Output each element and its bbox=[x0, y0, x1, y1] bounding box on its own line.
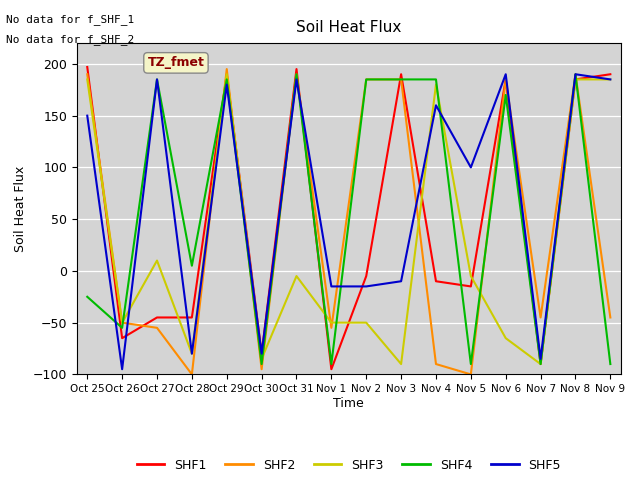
SHF5 bbox=[153, 76, 161, 82]
SHF3 bbox=[607, 76, 614, 82]
SHF5 bbox=[537, 356, 545, 362]
SHF1 bbox=[397, 72, 405, 77]
Line: SHF5: SHF5 bbox=[87, 74, 611, 369]
SHF4 bbox=[258, 361, 266, 367]
SHF2 bbox=[432, 361, 440, 367]
SHF2 bbox=[328, 325, 335, 331]
SHF1 bbox=[502, 76, 509, 82]
Line: SHF1: SHF1 bbox=[87, 67, 611, 369]
Y-axis label: Soil Heat Flux: Soil Heat Flux bbox=[14, 166, 27, 252]
SHF5 bbox=[292, 76, 300, 82]
SHF5 bbox=[83, 113, 91, 119]
SHF1 bbox=[153, 314, 161, 320]
SHF5 bbox=[432, 102, 440, 108]
Line: SHF4: SHF4 bbox=[87, 74, 611, 364]
SHF4 bbox=[328, 361, 335, 367]
SHF5 bbox=[328, 284, 335, 289]
SHF4 bbox=[607, 361, 614, 367]
SHF5 bbox=[467, 165, 475, 170]
SHF2 bbox=[223, 66, 230, 72]
SHF2 bbox=[153, 325, 161, 331]
Legend: SHF1, SHF2, SHF3, SHF4, SHF5: SHF1, SHF2, SHF3, SHF4, SHF5 bbox=[132, 454, 566, 477]
SHF4 bbox=[467, 361, 475, 367]
SHF5 bbox=[502, 72, 509, 77]
SHF4 bbox=[397, 76, 405, 82]
SHF1 bbox=[223, 72, 230, 77]
SHF2 bbox=[502, 76, 509, 82]
SHF4 bbox=[223, 76, 230, 82]
Text: No data for f_SHF_1: No data for f_SHF_1 bbox=[6, 14, 134, 25]
SHF1 bbox=[362, 273, 370, 279]
Line: SHF3: SHF3 bbox=[87, 74, 611, 364]
SHF2 bbox=[607, 314, 614, 320]
SHF3 bbox=[432, 82, 440, 87]
SHF1 bbox=[572, 76, 579, 82]
SHF4 bbox=[292, 72, 300, 77]
SHF1 bbox=[292, 66, 300, 72]
SHF1 bbox=[188, 314, 196, 320]
X-axis label: Time: Time bbox=[333, 397, 364, 410]
SHF3 bbox=[362, 320, 370, 325]
Line: SHF2: SHF2 bbox=[87, 69, 611, 374]
SHF4 bbox=[188, 263, 196, 269]
SHF3 bbox=[258, 356, 266, 362]
SHF3 bbox=[502, 336, 509, 341]
SHF1 bbox=[258, 351, 266, 357]
SHF4 bbox=[502, 92, 509, 98]
SHF3 bbox=[153, 258, 161, 264]
SHF1 bbox=[328, 366, 335, 372]
SHF5 bbox=[118, 366, 126, 372]
SHF5 bbox=[258, 351, 266, 357]
Text: TZ_fmet: TZ_fmet bbox=[147, 56, 204, 70]
SHF2 bbox=[188, 372, 196, 377]
SHF4 bbox=[153, 76, 161, 82]
SHF1 bbox=[467, 284, 475, 289]
SHF5 bbox=[223, 82, 230, 87]
SHF4 bbox=[572, 72, 579, 77]
SHF1 bbox=[537, 361, 545, 367]
SHF2 bbox=[83, 72, 91, 77]
SHF5 bbox=[397, 278, 405, 284]
SHF1 bbox=[83, 64, 91, 70]
SHF3 bbox=[188, 351, 196, 357]
SHF2 bbox=[292, 72, 300, 77]
SHF3 bbox=[328, 320, 335, 325]
SHF2 bbox=[258, 366, 266, 372]
SHF4 bbox=[83, 294, 91, 300]
SHF2 bbox=[362, 76, 370, 82]
SHF5 bbox=[362, 284, 370, 289]
SHF3 bbox=[467, 273, 475, 279]
SHF5 bbox=[188, 351, 196, 357]
SHF2 bbox=[572, 72, 579, 77]
SHF3 bbox=[292, 273, 300, 279]
SHF1 bbox=[607, 72, 614, 77]
SHF1 bbox=[432, 278, 440, 284]
SHF5 bbox=[607, 76, 614, 82]
SHF4 bbox=[537, 361, 545, 367]
SHF5 bbox=[572, 72, 579, 77]
SHF4 bbox=[362, 76, 370, 82]
Title: Soil Heat Flux: Soil Heat Flux bbox=[296, 20, 401, 35]
SHF3 bbox=[83, 76, 91, 82]
SHF2 bbox=[118, 320, 126, 325]
SHF1 bbox=[118, 336, 126, 341]
SHF2 bbox=[397, 76, 405, 82]
SHF2 bbox=[467, 372, 475, 377]
SHF4 bbox=[432, 76, 440, 82]
Text: No data for f_SHF_2: No data for f_SHF_2 bbox=[6, 34, 134, 45]
SHF3 bbox=[397, 361, 405, 367]
SHF3 bbox=[223, 72, 230, 77]
SHF3 bbox=[118, 320, 126, 325]
SHF4 bbox=[118, 325, 126, 331]
SHF3 bbox=[537, 361, 545, 367]
SHF3 bbox=[572, 76, 579, 82]
SHF2 bbox=[537, 314, 545, 320]
